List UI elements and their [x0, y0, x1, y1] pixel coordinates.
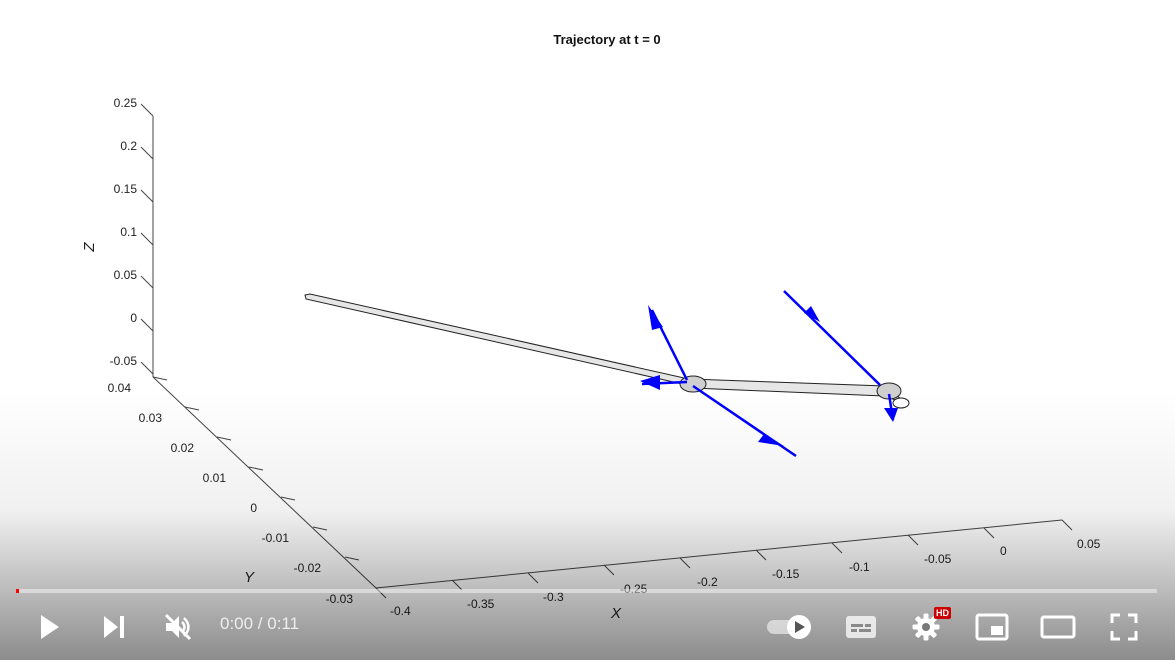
y-tick-label: -0.01 [262, 531, 290, 545]
theater-mode-icon [1040, 614, 1076, 640]
joint [892, 397, 910, 409]
x-tick-label: -0.15 [772, 567, 800, 581]
y-axis [152, 376, 377, 589]
z-axis-label: Z [81, 242, 98, 253]
y-tick-label: 0.03 [139, 411, 163, 425]
autoplay-toggle-icon [765, 612, 815, 642]
x-tick-label: -0.2 [697, 575, 718, 589]
mute-button[interactable] [157, 606, 199, 648]
arrowhead [640, 375, 660, 390]
z-tick-label: 0 [130, 311, 137, 325]
miniplayer-icon [975, 613, 1009, 641]
time-display: 0:00 / 0:11 [220, 614, 300, 633]
y-tick-label: 0.04 [108, 381, 132, 395]
x-axis-label: X [610, 605, 622, 622]
autoplay-toggle[interactable] [764, 606, 816, 648]
arrowhead [758, 434, 784, 446]
mechanism-links [304, 293, 910, 409]
vector-arrow [783, 290, 881, 386]
progress-scrubber[interactable] [16, 589, 19, 593]
progress-bar[interactable] [18, 589, 1157, 593]
x-tick-label: -0.3 [543, 590, 564, 604]
z-tick-label: -0.05 [110, 354, 138, 368]
z-axis [140, 103, 154, 377]
plot-title: Trajectory at t = 0 [553, 32, 660, 47]
arrowhead [804, 306, 820, 322]
vector-arrows [640, 290, 898, 458]
hd-badge: HD [934, 607, 951, 619]
play-button[interactable] [28, 606, 70, 648]
x-tick-label: 0 [1000, 544, 1007, 558]
y-tick-label: -0.02 [294, 561, 322, 575]
x-tick-label: -0.25 [620, 582, 648, 596]
z-tick-label: 0.2 [120, 139, 137, 153]
play-icon [35, 613, 63, 641]
arrowhead [884, 408, 898, 422]
z-tick-label: 0.15 [114, 182, 138, 196]
volume-muted-icon [163, 612, 193, 642]
z-tick-label: 0.25 [114, 96, 138, 110]
arrowhead [648, 305, 663, 330]
y-tick-label: 0 [250, 501, 257, 515]
x-tick-label: 0.05 [1077, 537, 1101, 551]
theater-mode-button[interactable] [1036, 606, 1080, 648]
x-axis [375, 519, 1073, 599]
x-tick-label: -0.4 [390, 604, 411, 618]
y-tick-label: 0.02 [171, 441, 195, 455]
short-link [689, 378, 908, 405]
x-tick-label: -0.35 [467, 597, 495, 611]
long-link [304, 293, 703, 389]
miniplayer-button[interactable] [971, 606, 1013, 648]
captions-button[interactable] [840, 606, 882, 648]
captions-icon [844, 614, 878, 640]
z-tick-label: 0.1 [120, 225, 137, 239]
x-tick-label: -0.05 [924, 552, 952, 566]
x-tick-label: -0.1 [849, 560, 870, 574]
fullscreen-button[interactable] [1103, 606, 1145, 648]
z-tick-label: 0.05 [114, 268, 138, 282]
y-tick-label: -0.03 [326, 592, 354, 606]
gear-icon [911, 612, 941, 642]
y-tick-label: 0.01 [203, 471, 227, 485]
y-axis-label: Y [244, 569, 255, 586]
settings-button[interactable] [905, 606, 947, 648]
next-button[interactable] [93, 606, 135, 648]
vector-arrow [692, 384, 797, 458]
fullscreen-icon [1109, 612, 1139, 642]
next-icon [101, 614, 127, 640]
joint [679, 375, 707, 393]
